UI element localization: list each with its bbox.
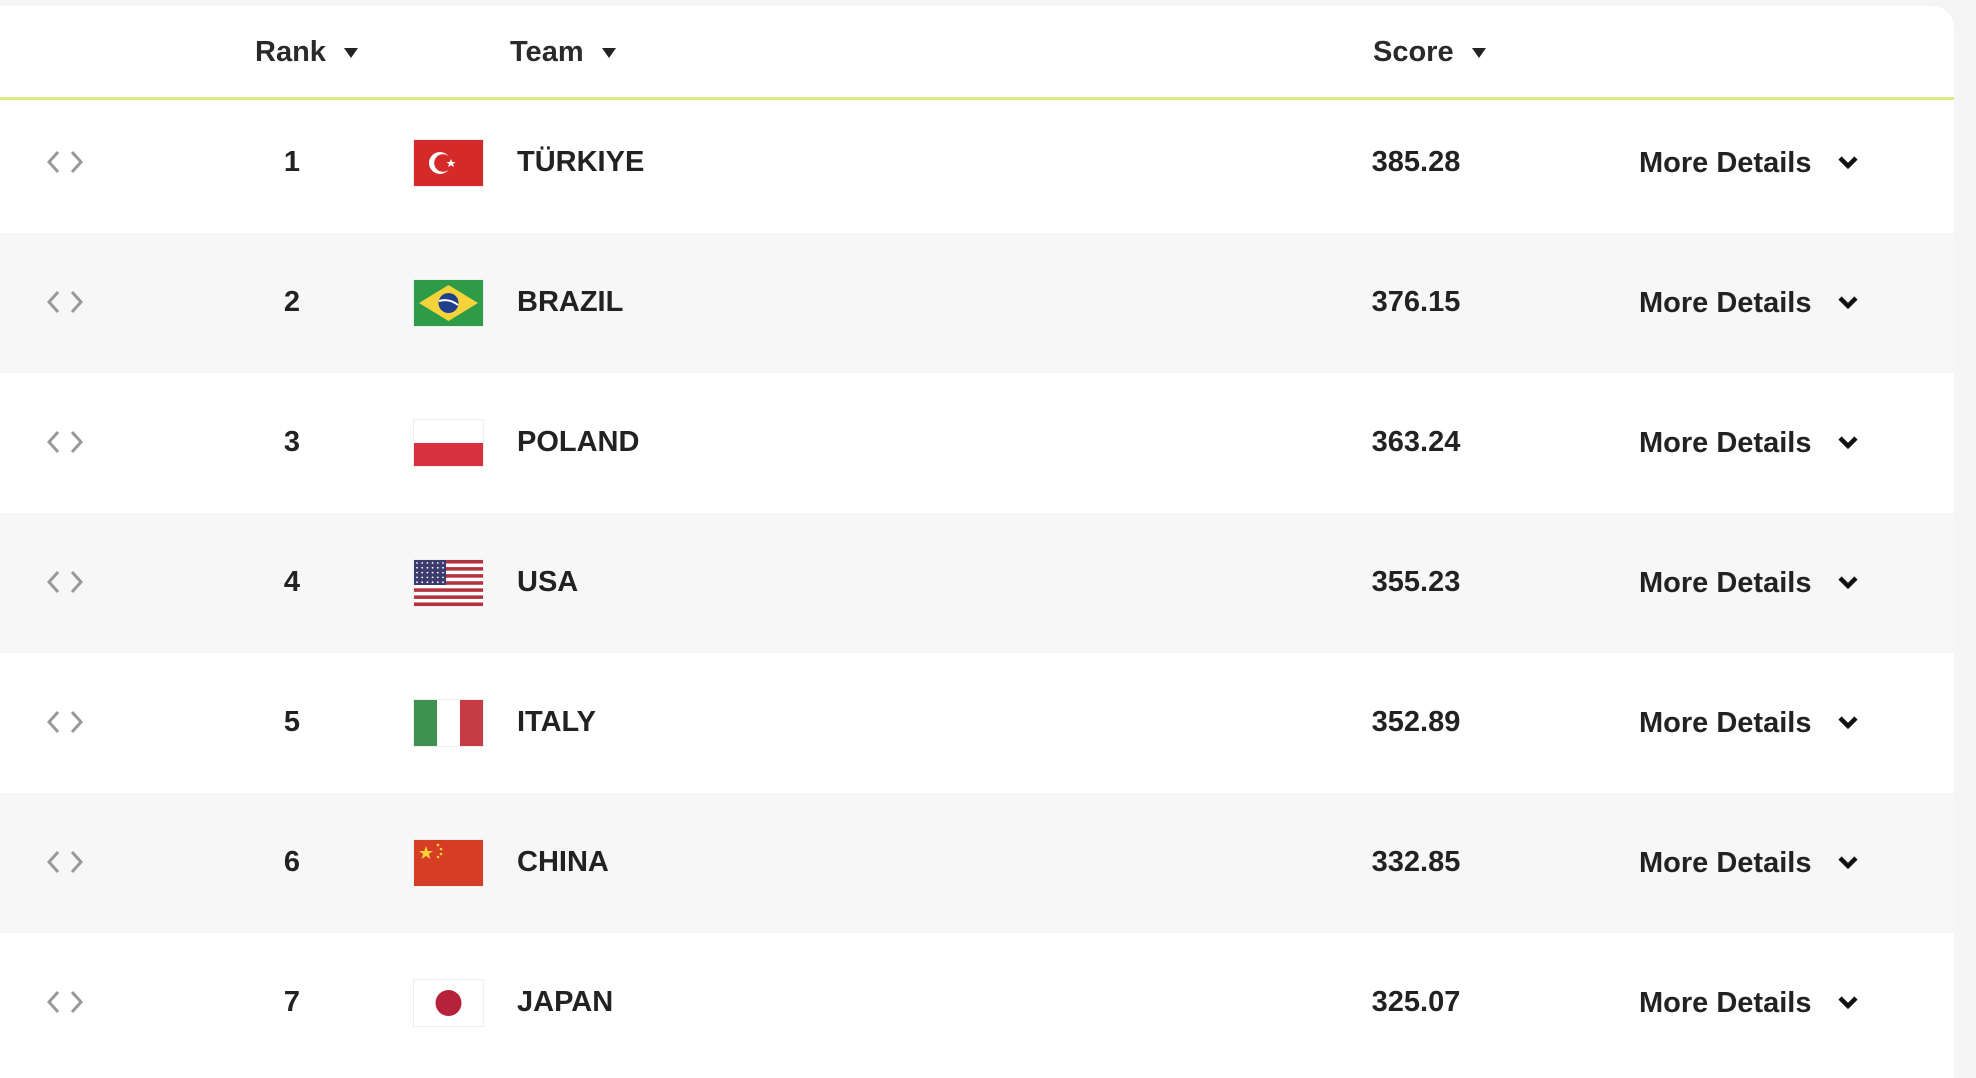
chevron-left-icon (46, 290, 60, 314)
score-value: 352.89 (1371, 706, 1461, 738)
table-row: 2 BRAZIL 376.15 More Details (0, 233, 1954, 373)
more-details-button[interactable]: More Details (1639, 277, 1859, 329)
chevron-down-icon (1838, 296, 1859, 310)
more-details-button[interactable]: More Details (1639, 697, 1859, 749)
china-flag-icon (414, 840, 483, 886)
table-row: 3 POLAND 363.24 More Details (0, 373, 1954, 513)
more-details-label: More Details (1639, 986, 1812, 1019)
rank-value: 2 (283, 286, 301, 318)
more-details-label: More Details (1639, 426, 1812, 459)
rank-value: 6 (283, 846, 301, 878)
chevron-right-icon (70, 710, 84, 734)
rank-value: 5 (283, 706, 301, 738)
score-value: 385.28 (1371, 146, 1461, 178)
chevron-right-icon (70, 850, 84, 874)
table-row: 6 CHINA 332.85 More Details (0, 793, 1954, 933)
reorder-handle[interactable] (44, 569, 86, 595)
reorder-handle[interactable] (44, 429, 86, 455)
reorder-handle[interactable] (44, 989, 86, 1015)
table-row: 4 USA 355.23 More Details (0, 513, 1954, 653)
rank-value: 7 (283, 986, 301, 1018)
reorder-handle[interactable] (44, 709, 86, 735)
score-value: 355.23 (1371, 566, 1461, 598)
score-value: 376.15 (1371, 286, 1461, 318)
sort-team-header[interactable]: Team (510, 36, 616, 69)
more-details-button[interactable]: More Details (1639, 837, 1859, 889)
chevron-down-icon (1838, 436, 1859, 450)
chevron-right-icon (70, 290, 84, 314)
rank-value: 4 (283, 566, 301, 598)
usa-flag-icon (414, 560, 483, 606)
team-name: JAPAN (517, 986, 614, 1018)
chevron-down-icon (1838, 576, 1859, 590)
chevron-down-icon (1838, 856, 1859, 870)
table-header: Rank Team Score (0, 6, 1954, 100)
more-details-label: More Details (1639, 706, 1812, 739)
chevron-left-icon (46, 430, 60, 454)
table-row: 1 TÜRKIYE 385.28 More Details (0, 93, 1954, 233)
chevron-right-icon (70, 430, 84, 454)
score-value: 325.07 (1371, 986, 1461, 1018)
chevron-down-icon (1838, 996, 1859, 1010)
table-row: 7 JAPAN 325.07 More Details (0, 933, 1954, 1073)
sort-rank-header[interactable]: Rank (255, 36, 358, 69)
poland-flag-icon (414, 420, 483, 466)
chevron-left-icon (46, 150, 60, 174)
more-details-button[interactable]: More Details (1639, 977, 1859, 1029)
italy-flag-icon (414, 700, 483, 746)
sort-down-icon (1471, 47, 1486, 58)
more-details-label: More Details (1639, 286, 1812, 319)
team-header-label: Team (510, 36, 584, 68)
sort-down-icon (343, 47, 358, 58)
rankings-table: Rank Team Score 1 TÜRKIYE 385.28 More Detai… (0, 6, 1954, 1078)
team-name: USA (517, 566, 579, 598)
sort-down-icon (601, 47, 616, 58)
chevron-left-icon (46, 850, 60, 874)
team-name: CHINA (517, 846, 609, 878)
rank-value: 1 (283, 146, 301, 178)
rank-value: 3 (283, 426, 301, 458)
team-name: TÜRKIYE (517, 146, 645, 178)
more-details-label: More Details (1639, 146, 1812, 179)
more-details-label: More Details (1639, 566, 1812, 599)
chevron-right-icon (70, 990, 84, 1014)
more-details-button[interactable]: More Details (1639, 417, 1859, 469)
team-name: BRAZIL (517, 286, 624, 318)
chevron-right-icon (70, 570, 84, 594)
team-name: POLAND (517, 426, 640, 458)
rank-header-label: Rank (255, 36, 326, 68)
reorder-handle[interactable] (44, 849, 86, 875)
more-details-label: More Details (1639, 846, 1812, 879)
chevron-right-icon (70, 150, 84, 174)
brazil-flag-icon (414, 280, 483, 326)
turkey-flag-icon (414, 140, 483, 186)
sort-score-header[interactable]: Score (1373, 36, 1486, 69)
chevron-left-icon (46, 710, 60, 734)
score-header-label: Score (1373, 36, 1454, 68)
chevron-down-icon (1838, 156, 1859, 170)
chevron-left-icon (46, 990, 60, 1014)
reorder-handle[interactable] (44, 149, 86, 175)
score-value: 363.24 (1371, 426, 1461, 458)
more-details-button[interactable]: More Details (1639, 137, 1859, 189)
chevron-down-icon (1838, 716, 1859, 730)
japan-flag-icon (414, 980, 483, 1026)
more-details-button[interactable]: More Details (1639, 557, 1859, 609)
chevron-left-icon (46, 570, 60, 594)
background (560, 0, 1940, 6)
team-name: ITALY (517, 706, 596, 738)
reorder-handle[interactable] (44, 289, 86, 315)
score-value: 332.85 (1371, 846, 1461, 878)
table-row: 5 ITALY 352.89 More Details (0, 653, 1954, 793)
